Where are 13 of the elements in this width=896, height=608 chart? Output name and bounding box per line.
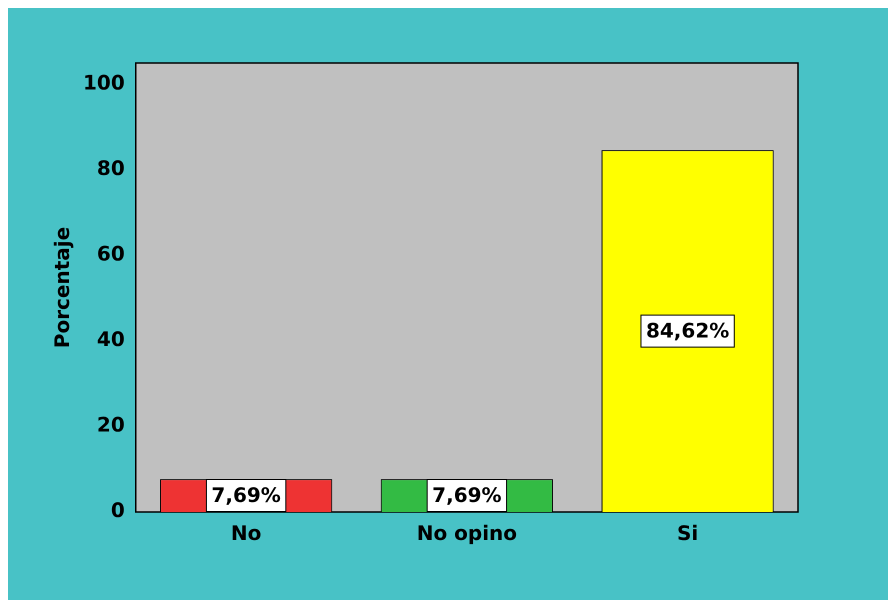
data-label: 84,62%	[646, 318, 730, 342]
data-label: 7,69%	[211, 482, 281, 507]
x-tick-label: No	[230, 521, 262, 546]
y-tick-label: 0	[110, 498, 125, 522]
y-tick-label: 80	[96, 156, 125, 180]
y-axis-title: Porcentaje	[50, 226, 74, 348]
y-tick-label: 40	[96, 327, 125, 352]
y-tick-label: 60	[96, 242, 125, 266]
x-tick-label: Si	[676, 521, 698, 546]
y-tick-label: 20	[96, 412, 125, 437]
x-tick-label: No opino	[416, 521, 518, 546]
y-tick-label: 100	[83, 70, 125, 95]
data-label: 7,69%	[432, 482, 502, 507]
